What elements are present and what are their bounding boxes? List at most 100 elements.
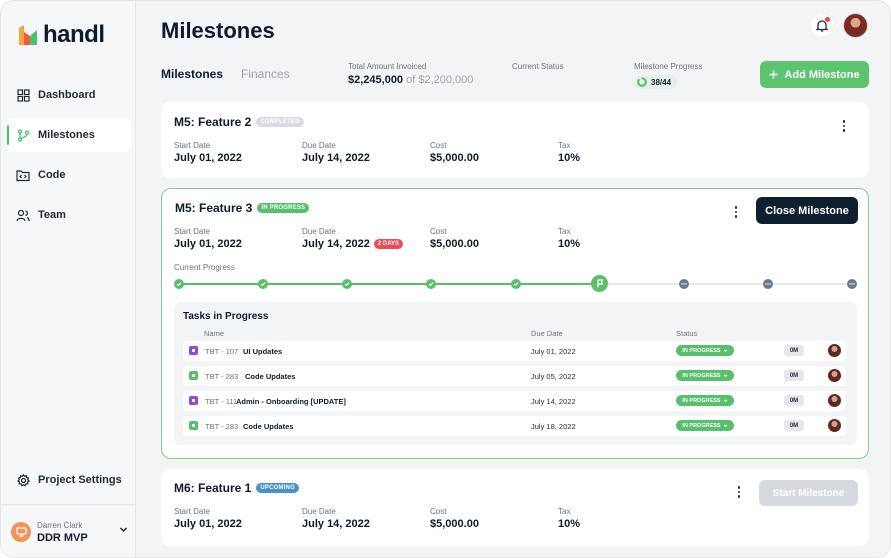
notifications-button[interactable] (811, 14, 833, 36)
team-icon (16, 208, 30, 222)
chevron-down-icon (723, 374, 727, 378)
project-name: DDR MVP (37, 532, 88, 544)
step-complete-check-icon (258, 279, 269, 289)
milestone-card-active: M5: Feature 3 IN PROGRESS Close Mileston… (161, 188, 869, 459)
progress-value: 38/44 (651, 77, 672, 87)
start-date-label: Start Date (174, 227, 211, 236)
chevron-down-icon (723, 424, 727, 428)
task-row[interactable]: TBT - 283 Code Updates July 05, 2022 IN PRO… (183, 366, 846, 386)
task-type-icon (189, 421, 198, 430)
start-date-value: July 01, 2022 (174, 152, 242, 164)
task-name[interactable]: UI Updates (243, 347, 283, 356)
user-avatar[interactable] (843, 13, 868, 38)
task-status-label: IN PROGRESS (682, 372, 721, 379)
due-date-label: Due Date (302, 227, 336, 236)
sidebar-item-label: Milestones (38, 129, 95, 141)
milestone-title: M5: Feature 3 (175, 201, 253, 215)
plus-icon (769, 70, 778, 79)
due-date-row: July 14, 2022 2 DAYS (302, 238, 404, 250)
tab-finances[interactable]: Finances (241, 67, 290, 81)
column-header-name: Name (204, 329, 225, 338)
due-date-label: Due Date (302, 141, 336, 150)
milestone-card: M5: Feature 2 COMPLETED Start Date July … (161, 102, 869, 178)
milestone-title: M6: Feature 1 (174, 481, 252, 495)
project-settings-link[interactable]: Project Settings (16, 473, 122, 487)
cost-label: Cost (430, 507, 447, 516)
task-name[interactable]: Code Updates (245, 372, 296, 381)
progress-track (174, 274, 857, 294)
task-due-date: July 14, 2022 (531, 397, 576, 406)
task-id: TBT - 111 (205, 397, 238, 406)
due-date-value: July 14, 2022 (302, 238, 370, 250)
sidebar-item-team[interactable]: Team (7, 198, 131, 232)
tax-label: Tax (558, 227, 571, 236)
project-switcher[interactable]: Darren Clark DDR MVP (1, 504, 136, 557)
more-options-button[interactable] (837, 118, 851, 134)
status-badge: COMPLETED (256, 117, 304, 127)
page-tabs: Milestones Finances (161, 67, 290, 81)
task-row[interactable]: TBT - 111 Admin - Onboarding [UPDATE] July… (183, 391, 846, 411)
assignee-avatar[interactable] (828, 394, 841, 407)
start-date-label: Start Date (174, 141, 211, 150)
current-progress-label: Current Progress (174, 263, 235, 272)
step-complete-check-icon (510, 279, 521, 289)
tasks-title: Tasks in Progress (183, 311, 269, 322)
assignee-avatar[interactable] (828, 419, 841, 432)
task-name[interactable]: Admin - Onboarding [UPDATE] (236, 397, 346, 406)
due-date-label: Due Date (302, 507, 336, 516)
brand-logo[interactable]: handl (17, 21, 105, 49)
task-status-dropdown[interactable]: IN PROGRESS (676, 420, 734, 431)
invoiced-total: of $2,200,000 (406, 74, 474, 86)
step-pending-icon (762, 279, 773, 289)
task-id: TBT - 283 (205, 422, 239, 431)
progress-pill: 38/44 (634, 75, 678, 89)
start-milestone-button[interactable]: Start Milestone (759, 480, 858, 506)
task-row[interactable]: TBT - 283 Code Updates July 18, 2022 IN PRO… (183, 416, 846, 436)
task-status-dropdown[interactable]: IN PROGRESS (676, 395, 734, 406)
assignee-avatar[interactable] (828, 369, 841, 382)
task-status-dropdown[interactable]: IN PROGRESS (676, 345, 734, 356)
sidebar-item-label: Dashboard (38, 89, 96, 101)
more-options-button[interactable] (732, 484, 746, 500)
step-current-flag-icon (591, 275, 609, 292)
assignee-avatar[interactable] (828, 344, 841, 357)
sidebar-item-milestones[interactable]: Milestones (7, 118, 131, 152)
sidebar-item-dashboard[interactable]: Dashboard (7, 78, 131, 112)
user-name: Darren Clark (37, 521, 83, 530)
stat-label: Total Amount Invoiced (348, 62, 427, 71)
column-header-status: Status (676, 329, 698, 338)
more-options-button[interactable] (729, 204, 743, 220)
task-time-logged: 0M (784, 395, 804, 406)
task-name[interactable]: Code Updates (243, 422, 294, 431)
column-header-due: Due Date (531, 329, 563, 338)
stat-value: $2,245,000 of $2,200,000 (348, 74, 473, 86)
tax-value: 10% (558, 518, 581, 530)
tab-milestones[interactable]: Milestones (161, 67, 224, 81)
task-status-dropdown[interactable]: IN PROGRESS (676, 370, 734, 381)
step-complete-check-icon (342, 279, 353, 289)
progress-line-complete (179, 283, 600, 285)
tax-value: 10% (558, 152, 581, 164)
milestone-progress-stat: Milestone Progress 38/44 (634, 62, 702, 92)
task-row[interactable]: TBT - 107 UI Updates July 01, 2022 IN PROGR… (183, 341, 846, 361)
close-milestone-button[interactable]: Close Milestone (756, 197, 858, 224)
tax-label: Tax (558, 507, 571, 516)
task-due-date: July 05, 2022 (531, 372, 576, 381)
start-date-label: Start Date (174, 507, 211, 516)
sidebar-item-code[interactable]: Code (7, 158, 131, 192)
invoiced-amount: $2,245,000 (348, 74, 404, 86)
cost-value: $5,000.00 (430, 518, 479, 530)
notification-dot (825, 17, 830, 22)
monitor-icon (11, 522, 31, 542)
tax-label: Tax (558, 141, 571, 150)
code-folder-icon (16, 168, 30, 182)
current-status-stat: Current Status (512, 62, 564, 74)
cost-label: Cost (430, 141, 447, 150)
sidebar-nav: Dashboard Milestones Code Team (7, 78, 131, 238)
start-date-value: July 01, 2022 (174, 238, 242, 250)
tasks-panel: Tasks in Progress Name Due Date Status T… (174, 302, 857, 445)
add-milestone-button[interactable]: Add Milestone (760, 61, 869, 88)
milestone-card: M6: Feature 1 UPCOMING Start Milestone S… (161, 469, 869, 546)
branch-icon (16, 128, 30, 142)
